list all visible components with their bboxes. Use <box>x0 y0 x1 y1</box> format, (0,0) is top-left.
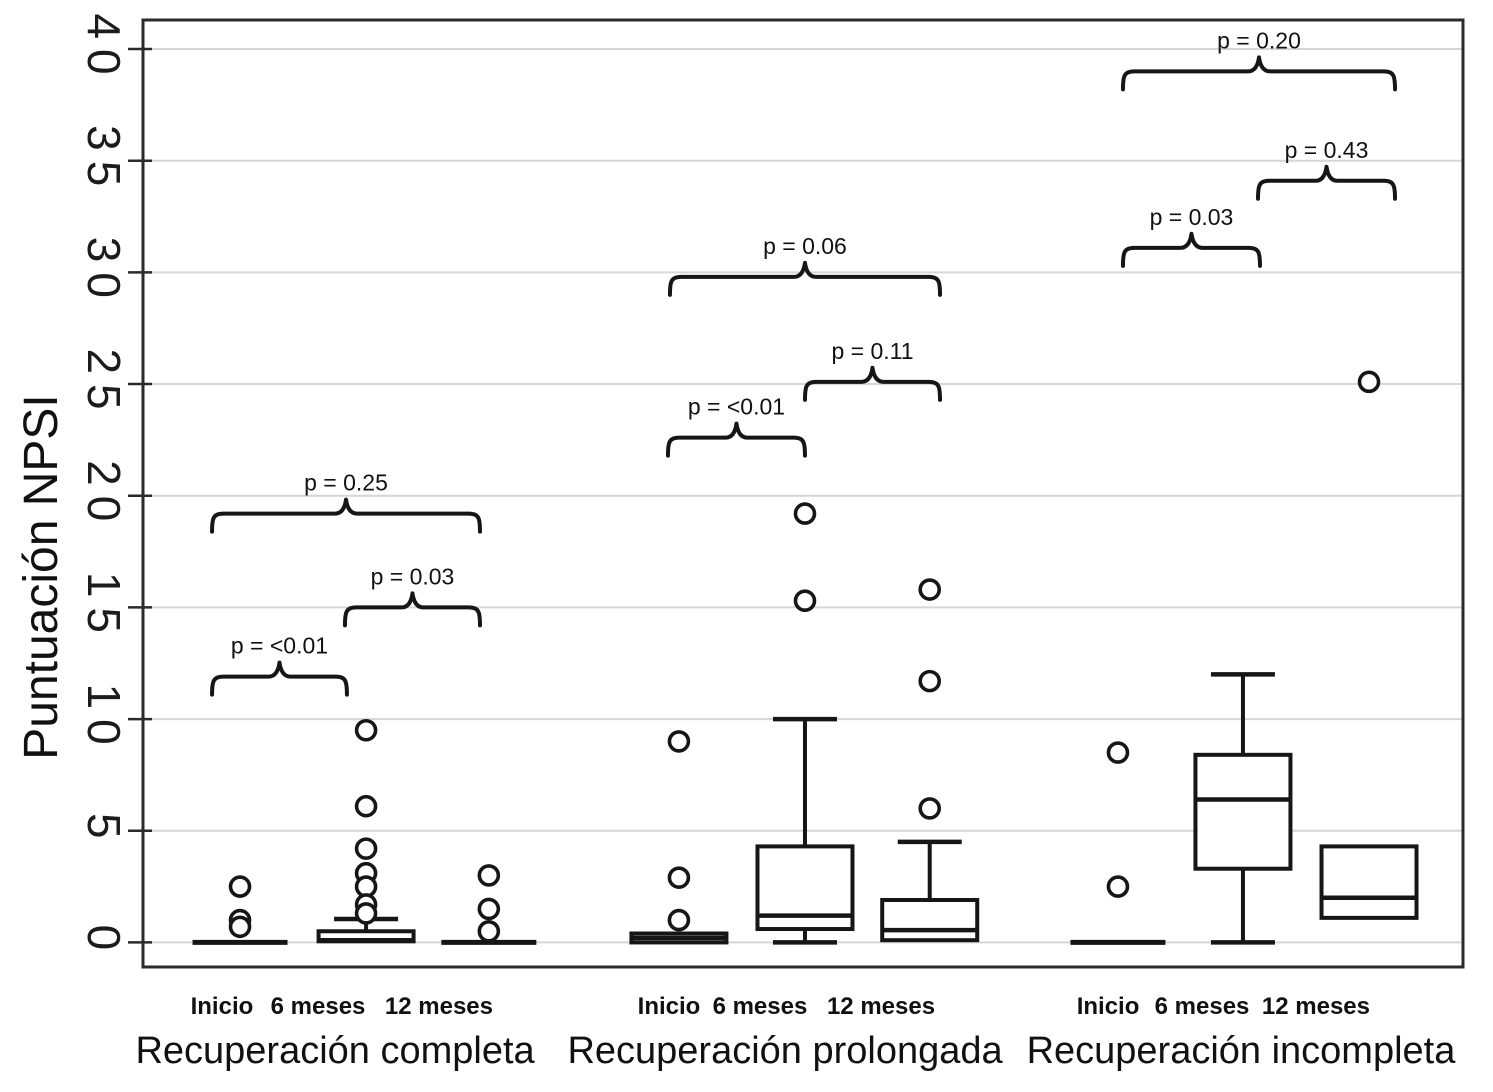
x-tick-label: 12 meses <box>385 993 493 1020</box>
x-tick-label: 6 meses <box>271 993 366 1020</box>
box-iqr <box>1319 844 1419 920</box>
y-tick-label: 15 <box>78 572 130 643</box>
p-value-label: p = 0.11 <box>831 338 913 364</box>
x-tick-label: 6 meses <box>713 993 808 1020</box>
y-axis-ticks: 0 5 10 15 20 25 30 35 40 <box>78 13 152 960</box>
p-value-bracket: p = 0.25 <box>210 470 482 534</box>
x-tick-label: Inicio <box>1077 993 1140 1020</box>
p-value-label: p = 0.43 <box>1285 137 1369 163</box>
outlier-point <box>918 578 942 601</box>
outlier-point <box>918 797 942 820</box>
bracket-brace <box>1120 231 1262 268</box>
x-tick-label: Inicio <box>191 993 254 1020</box>
p-value-bracket: p = 0.20 <box>1120 27 1398 92</box>
y-tick-label: 30 <box>78 237 130 308</box>
p-value-label: p = 0.06 <box>763 233 847 259</box>
box-iqr <box>880 897 980 943</box>
outlier-point <box>228 875 252 898</box>
boxplot-12-meses <box>880 578 980 943</box>
y-tick-label: 40 <box>78 13 130 84</box>
bracket-brace <box>210 497 482 534</box>
boxplot-Inicio <box>629 730 729 945</box>
bracket-brace <box>665 421 807 458</box>
p-value-label: p = 0.03 <box>371 563 455 589</box>
y-tick-label: 25 <box>78 348 130 419</box>
outlier-point <box>354 718 378 742</box>
outlier-point <box>354 837 378 860</box>
p-value-bracket: p = 0.06 <box>667 233 943 297</box>
p-value-bracket: p = <0.01 <box>665 394 807 458</box>
group-title: Recuperación prolongada <box>567 1030 1003 1072</box>
outlier-point <box>918 669 942 693</box>
p-value-bracket: p = 0.03 <box>1120 204 1262 268</box>
p-value-label: p = <0.01 <box>688 394 785 420</box>
x-tick-label: 12 meses <box>1262 993 1370 1020</box>
boxplot-6-meses <box>755 502 855 945</box>
p-value-label: p = 0.20 <box>1217 27 1301 53</box>
outlier-point <box>354 902 378 925</box>
boxplot-6-meses <box>316 718 416 944</box>
outlier-point <box>793 589 817 613</box>
outlier-point <box>1106 875 1130 898</box>
y-tick-label: 20 <box>78 460 130 531</box>
outlier-point <box>667 730 691 753</box>
box-iqr <box>1193 752 1293 871</box>
plot-border <box>141 18 1465 969</box>
x-tick-label: 6 meses <box>1155 993 1250 1020</box>
y-axis-title: Puntuación NPSI <box>15 394 68 760</box>
bracket-brace <box>210 660 349 697</box>
group-title: Recuperación completa <box>135 1030 535 1072</box>
y-tick-label: 10 <box>78 683 130 754</box>
bracket-brace <box>1256 164 1398 201</box>
group-1: Inicio 6 meses 12 meses p = <0.01 p = 0.03 p … <box>135 470 537 1072</box>
p-value-label: p = 0.25 <box>304 470 388 496</box>
boxplot-6-meses <box>1193 672 1293 945</box>
outlier-point <box>1357 370 1381 394</box>
bracket-brace <box>802 365 943 402</box>
outlier-point <box>793 502 817 525</box>
bracket-brace <box>342 591 482 628</box>
group-title: Recuperación incompleta <box>1027 1030 1457 1072</box>
outlier-point <box>354 794 378 818</box>
x-tick-label: Inicio <box>638 993 701 1020</box>
outlier-point <box>477 864 501 887</box>
outlier-point <box>477 897 501 921</box>
p-value-label: p = <0.01 <box>231 633 328 659</box>
outlier-point <box>667 908 691 932</box>
boxplot-Inicio <box>1070 741 1166 945</box>
p-value-bracket: p = 0.43 <box>1256 137 1398 201</box>
p-value-bracket: p = 0.11 <box>802 338 943 402</box>
boxplot-Inicio <box>192 875 288 945</box>
outlier-point <box>228 915 252 939</box>
p-value-bracket: p = <0.01 <box>210 633 349 697</box>
p-value-bracket: p = 0.03 <box>342 563 482 628</box>
bracket-brace <box>667 260 943 297</box>
group-2: Inicio 6 meses 12 meses p = <0.01 p = 0.11 p … <box>567 233 1003 1072</box>
outlier-point <box>1106 741 1130 764</box>
y-tick-label: 35 <box>78 125 130 196</box>
y-tick-label: 0 <box>78 925 130 961</box>
outlier-point <box>477 919 501 943</box>
boxplot-12-meses <box>441 864 537 945</box>
x-tick-label: 12 meses <box>827 993 935 1020</box>
boxplot-12-meses <box>1319 370 1419 920</box>
group-3: Inicio 6 meses 12 meses p = 0.03 p = 0.43 p =… <box>1027 27 1457 1072</box>
y-tick-label: 5 <box>78 813 130 849</box>
outlier-point <box>667 866 691 889</box>
bracket-brace <box>1120 55 1398 92</box>
p-value-label: p = 0.03 <box>1150 204 1234 230</box>
